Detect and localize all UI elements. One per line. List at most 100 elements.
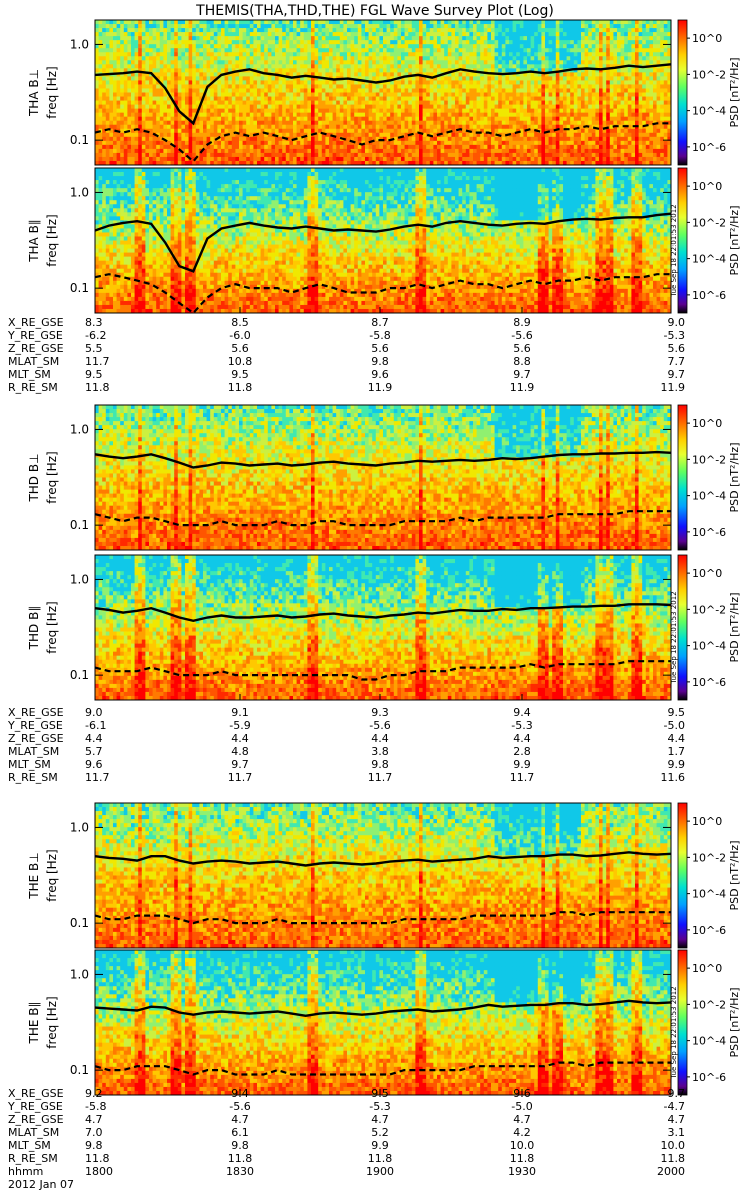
spectrogram-cell [217,64,222,69]
spectrogram-cell [102,56,107,61]
spectrogram-cell [541,52,546,57]
spectrogram-cell [429,56,434,61]
spectrogram-cell [303,132,308,138]
spectrogram-cell [285,156,290,162]
spectrogram-cell [159,132,164,138]
spectrogram-cell [213,96,218,101]
spectrogram-cell [120,80,125,85]
spectrogram-cell [519,132,524,138]
spectrogram-cell [300,120,305,126]
spectrogram-cell [437,124,441,130]
spectrogram-cell [433,108,438,114]
spectrogram-cell [123,80,128,85]
spectrogram-cell [339,108,344,114]
spectrogram-cell [509,156,513,162]
spectrogram-cell [260,92,265,97]
spectrogram-cell [501,124,506,130]
spectrogram-cell [134,136,139,142]
spectrogram-cell [195,76,200,81]
spectrogram-cell [401,44,405,49]
spectrogram-cell [120,108,125,114]
spectrogram-cell [221,36,225,41]
spectrogram-cell [239,144,243,150]
spectrogram-cell [228,104,233,110]
spectrogram-cell [116,64,121,69]
spectrogram-cell [422,32,427,37]
spectrogram-cell [447,80,452,85]
spectrogram-cell [411,64,416,69]
spectrogram-cell [368,156,373,162]
spectrogram-cell [577,28,582,33]
spectrogram-cell [491,68,495,73]
spectrogram-cell [570,32,575,37]
spectrogram-cell [577,64,582,69]
spectrogram-cell [149,160,153,166]
spectrogram-cell [311,136,315,142]
spectrogram-cell [210,132,215,138]
spectrogram-cell [311,120,315,126]
spectrogram-cell [332,80,337,85]
spectrogram-cell [365,100,369,105]
spectrogram-cell [271,136,276,142]
spectrogram-cell [242,64,247,69]
spectrogram-cell [397,140,402,146]
spectrogram-cell [354,32,359,37]
spectrogram-cell [170,36,175,41]
spectrogram-cell [321,144,326,150]
spectrogram-cell [527,68,531,73]
spectrogram-cell [336,160,341,166]
spectrogram-cell [314,56,319,61]
spectrogram-cell [361,56,366,61]
spectrogram-cell [264,96,269,101]
spectrogram-cell [584,156,589,162]
spectrogram-cell [393,152,398,158]
spectrogram-cell [239,96,243,101]
spectrogram-cell [339,40,344,45]
spectrogram-cell [303,152,308,158]
spectrogram-cell [541,144,546,150]
spectrogram-cell [123,60,128,65]
spectrogram-cell [347,32,351,37]
spectrogram-cell [228,76,233,81]
spectrogram-cell [127,144,132,150]
spectrogram-cell [559,32,564,37]
spectrogram-cell [152,68,157,73]
spectrogram-cell [379,44,384,49]
spectrogram-cell [177,132,182,138]
spectrogram-cell [462,140,467,146]
spectrogram-cell [149,20,153,25]
spectrogram-cell [462,80,467,85]
spectrogram-cell [318,72,323,77]
spectrogram-cell [275,144,279,150]
spectrogram-cell [224,124,229,130]
spectrogram-cell [264,68,269,73]
spectrogram-cell [336,104,341,110]
spectrogram-cell [584,136,589,142]
spectrogram-cell [271,160,276,166]
spectrogram-cell [221,32,225,37]
spectrogram-cell [386,160,391,166]
spectrogram-cell [447,136,452,142]
spectrogram-cell [221,48,225,53]
spectrogram-cell [361,32,366,37]
spectrogram-cell [487,44,492,49]
spectrogram-cell [105,92,110,97]
spectrogram-cell [401,60,405,65]
spectrogram-cell [530,92,535,97]
spectrogram-cell [278,152,283,158]
spectrogram-cell [368,108,373,114]
spectrogram-cell [192,124,197,130]
spectrogram-cell [260,124,265,130]
spectrogram-cell [141,100,146,105]
spectrogram-cell [206,148,211,154]
spectrogram-cell [483,44,488,49]
spectrogram-cell [372,56,377,61]
spectrogram-cell [545,140,549,146]
spectrogram-cell [343,84,348,89]
spectrogram-cell [95,152,99,158]
spectrogram-cell [289,100,294,105]
spectrogram-cell [167,156,171,162]
spectrogram-cell [451,112,456,118]
spectrogram-cell [167,60,171,65]
spectrogram-cell [487,136,492,142]
